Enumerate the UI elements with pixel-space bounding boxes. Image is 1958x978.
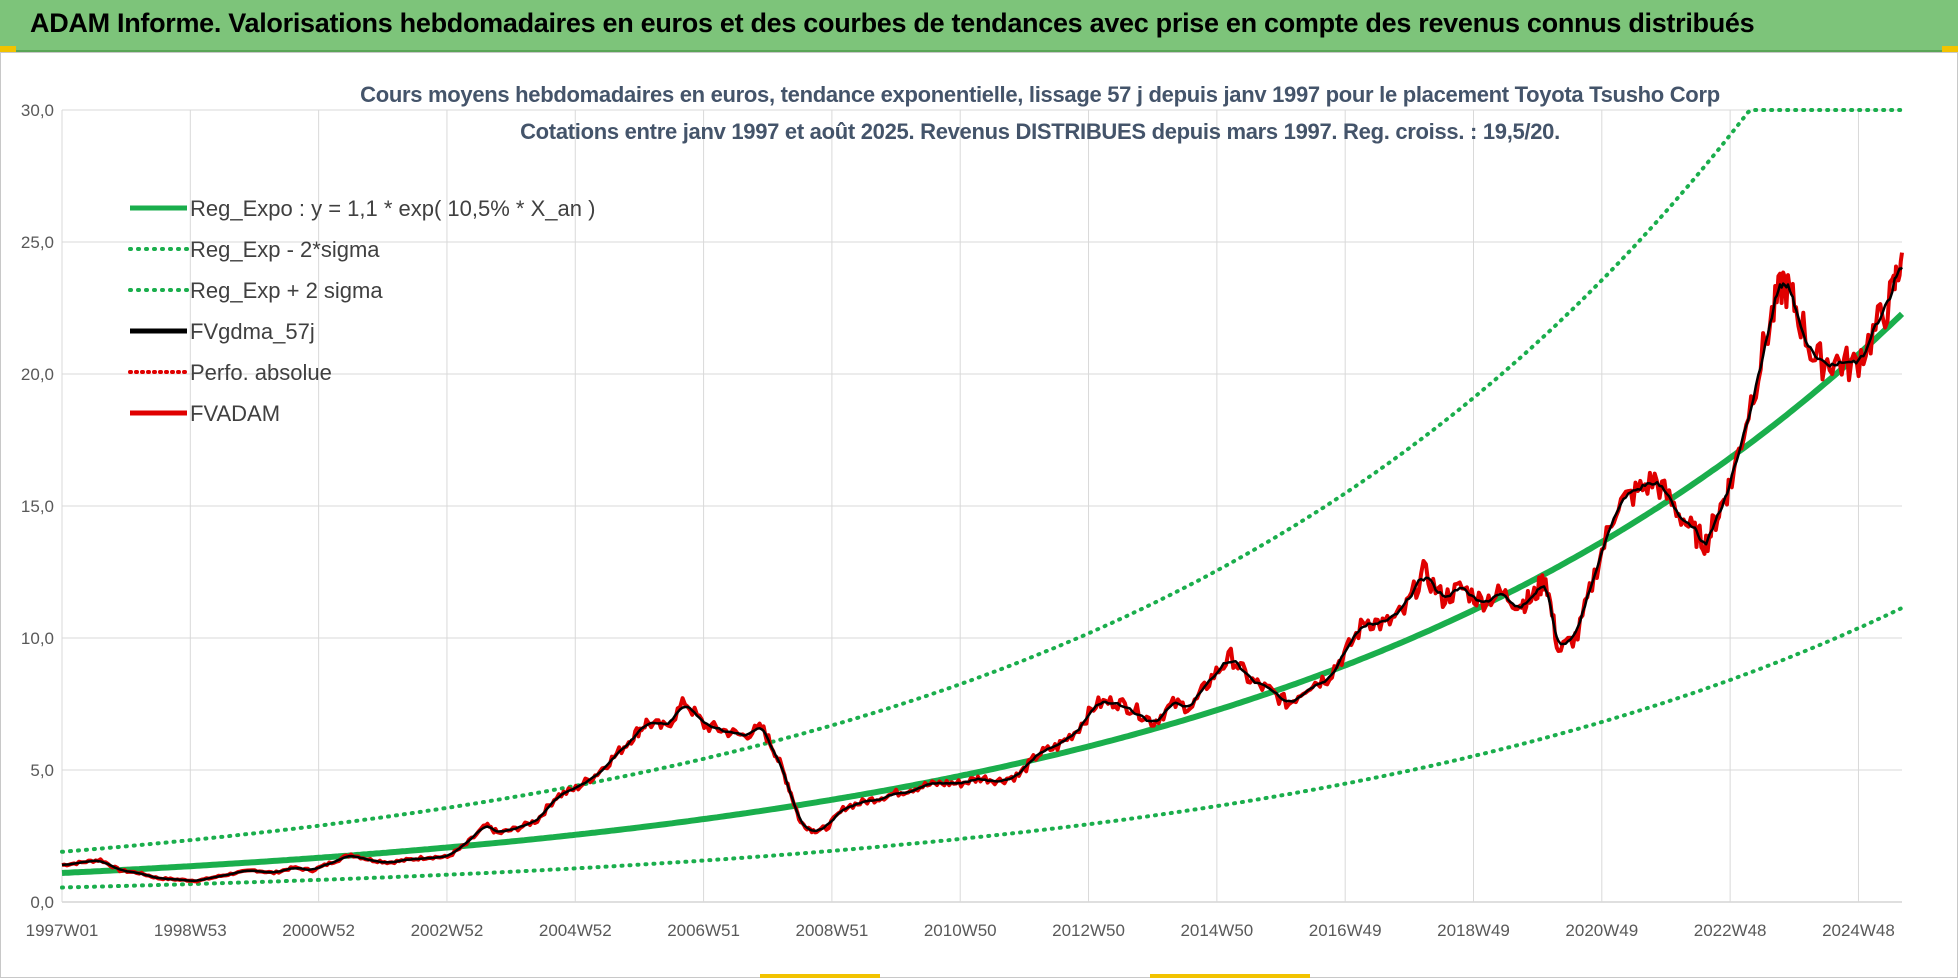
series-fvadam [61, 252, 1904, 884]
x-tick-label: 2010W50 [924, 921, 997, 940]
legend-label: FVgdma_57j [190, 319, 315, 344]
series-reg-expo [61, 311, 1905, 876]
x-tick-label: 1998W53 [154, 921, 227, 940]
y-tick-label: 0,0 [30, 893, 54, 912]
x-tick-label: 2004W52 [539, 921, 612, 940]
corner-mark-left [0, 46, 16, 52]
x-tick-label: 2012W50 [1052, 921, 1125, 940]
series-reg-exp-minus-2sigma [60, 605, 1904, 890]
banner-title: ADAM Informe. Valorisations hebdomadaire… [30, 8, 1755, 38]
x-tick-label: 2020W49 [1565, 921, 1638, 940]
legend-label: Reg_Exp + 2 sigma [190, 278, 383, 303]
legend-label: FVADAM [190, 401, 280, 426]
x-tick-label: 2018W49 [1437, 921, 1510, 940]
corner-mark-right [1942, 46, 1958, 52]
chart-title: Cours moyens hebdomadaires en euros, ten… [360, 82, 1720, 107]
x-tick-label: 2006W51 [667, 921, 740, 940]
bottom-mark [760, 974, 880, 978]
x-tick-label: 2016W49 [1309, 921, 1382, 940]
bottom-mark [1150, 974, 1310, 978]
x-tick-label: 2024W48 [1822, 921, 1895, 940]
x-tick-label: 2002W52 [411, 921, 484, 940]
chart-subtitle: Cotations entre janv 1997 et août 2025. … [520, 119, 1560, 144]
x-tick-label: 2022W48 [1694, 921, 1767, 940]
y-tick-label: 5,0 [30, 761, 54, 780]
series-reg-exp-plus-2sigma [60, 108, 1904, 854]
series-fvgdma-57j [61, 266, 1903, 883]
y-tick-label: 10,0 [21, 629, 54, 648]
y-tick-label: 15,0 [21, 497, 54, 516]
x-tick-label: 2008W51 [796, 921, 869, 940]
legend-label: Perfo. absolue [190, 360, 332, 385]
legend-label: Reg_Expo : y = 1,1 * exp( 10,5% * X_an ) [190, 196, 595, 221]
x-tick-label: 1997W01 [26, 921, 99, 940]
legend-label: Reg_Exp - 2*sigma [190, 237, 380, 262]
y-tick-label: 30,0 [21, 101, 54, 120]
y-tick-label: 20,0 [21, 365, 54, 384]
x-tick-label: 2000W52 [282, 921, 355, 940]
report-banner: ADAM Informe. Valorisations hebdomadaire… [0, 0, 1958, 52]
y-tick-label: 25,0 [21, 233, 54, 252]
x-tick-label: 2014W50 [1180, 921, 1253, 940]
